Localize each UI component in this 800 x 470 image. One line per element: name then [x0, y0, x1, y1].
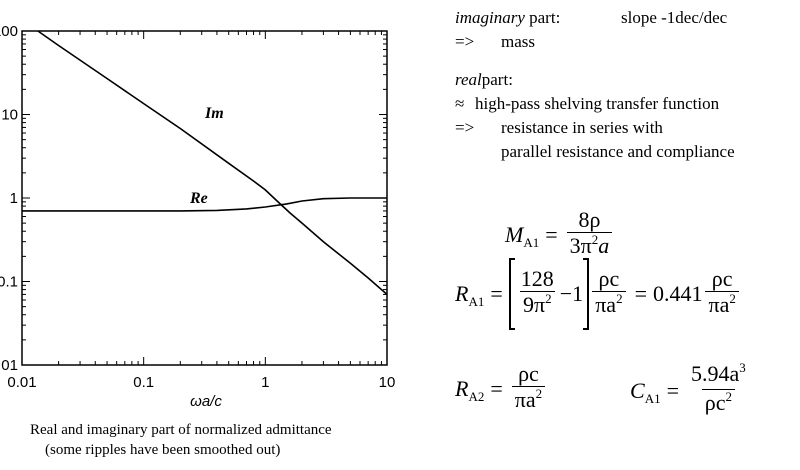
- series-label-im: Im: [204, 105, 224, 122]
- real-part-label: part:: [481, 70, 513, 89]
- equation-m-a1: M A1 = 8ρ 3π2a: [505, 208, 615, 262]
- real-note: real part:: [455, 68, 735, 92]
- series-label-re: Re: [189, 190, 208, 207]
- mass-text: mass: [501, 32, 535, 51]
- x-tick-label: 1: [261, 374, 269, 391]
- admittance-plot: 0.01 0.1 1 10 100 10 1 0.1 0.01 Im Re ωa…: [0, 23, 395, 410]
- y-tick-label: 0.01: [0, 357, 18, 374]
- caption-line-1: Real and imaginary part of normalized ad…: [30, 422, 332, 438]
- y-tick-label: 10: [1, 107, 18, 124]
- x-tick-labels: 0.01 0.1 1 10: [7, 374, 395, 391]
- highpass-text: high-pass shelving transfer function: [475, 94, 720, 113]
- highpass-note: ≈ high-pass shelving transfer function: [455, 92, 735, 116]
- analysis-notes: imaginary part: slope -1dec/dec => mass …: [455, 6, 735, 164]
- imaginary-slope: slope -1dec/dec: [621, 8, 728, 27]
- imaginary-part-label: part:: [524, 8, 561, 27]
- y-tick-label: 0.1: [0, 274, 18, 291]
- x-tick-label: 10: [379, 374, 396, 391]
- equation-c-a1: C A1 = 5.94a3 ρc2: [630, 360, 752, 419]
- y-tick-label: 100: [0, 23, 18, 40]
- series-line-re: [22, 197, 387, 212]
- equation-r-a2: R A2 = ρc πa2: [455, 362, 548, 416]
- y-tick-labels: 100 10 1 0.1 0.01: [0, 23, 18, 374]
- approx-symbol: ≈: [455, 94, 465, 113]
- bracket-term: 128 9π2 −1: [508, 258, 590, 330]
- y-tick-label: 1: [10, 190, 18, 207]
- real-word: real: [455, 70, 482, 89]
- tick-marks: [21, 31, 387, 366]
- equation-r-a1: R A1 = 128 9π2 −1 ρc πa2 = 0.441 ρc πa2: [455, 258, 742, 330]
- mass-note: => mass: [455, 30, 735, 54]
- implies-arrow: =>: [455, 32, 475, 51]
- resistance-text-1: resistance in series with: [501, 118, 663, 137]
- figure-caption: Real and imaginary part of normalized ad…: [20, 420, 420, 460]
- imaginary-word: imaginary: [455, 8, 525, 27]
- resistance-note: => resistance in series with: [455, 116, 735, 140]
- implies-arrow: =>: [455, 118, 475, 137]
- resistance-text-2: parallel resistance and compliance: [501, 142, 735, 161]
- imaginary-note: imaginary part: slope -1dec/dec: [455, 6, 735, 30]
- x-axis-label: ωa/c: [190, 393, 222, 410]
- series-line-im: [37, 30, 388, 296]
- caption-line-2: (some ripples have been smoothed out): [45, 442, 281, 458]
- x-tick-label: 0.01: [7, 374, 36, 391]
- x-tick-label: 0.1: [133, 374, 154, 391]
